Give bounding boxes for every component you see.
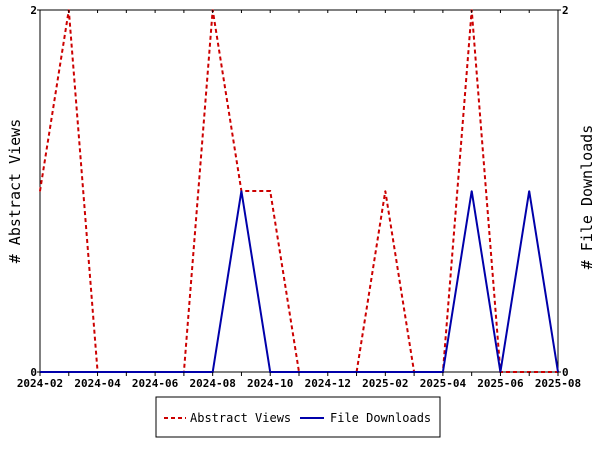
- x-tick-label: 2025-02: [362, 377, 408, 390]
- data-point-abstract-views: [269, 190, 272, 192]
- y-axis-title-right: # File Downloads: [578, 125, 596, 270]
- data-point-file-downloads: [528, 190, 530, 192]
- data-point-abstract-views: [384, 190, 387, 192]
- y-tick-label-left: 0: [30, 366, 37, 379]
- x-tick-label: 2024-08: [189, 377, 235, 390]
- x-tick-label: 2024-10: [247, 377, 293, 390]
- x-tick-label: 2025-04: [420, 377, 467, 390]
- y-tick-label-left: 2: [30, 4, 37, 17]
- x-tick-label: 2024-12: [305, 377, 351, 390]
- y-axis-ticks: 0 2 0 2: [30, 4, 568, 379]
- plot-area: [39, 9, 559, 373]
- legend-box: [155, 396, 441, 438]
- y-tick-label-right: 2: [562, 4, 569, 17]
- y-tick-label-right: 0: [562, 366, 569, 379]
- x-tick-label: 2024-02: [17, 377, 63, 390]
- y-axis-title-left: # Abstract Views: [6, 119, 24, 264]
- x-tick-label: 2024-04: [74, 377, 121, 390]
- data-point-file-downloads: [240, 190, 243, 192]
- data-point-abstract-views: [39, 190, 41, 192]
- x-axis-ticks: 2024-02 2024-04 2024-06 2024-08 2024-10 2024-…: [17, 10, 581, 390]
- data-point-file-downloads: [470, 190, 473, 192]
- x-tick-label: 2025-06: [477, 377, 524, 390]
- legend-label-abstract-views: Abstract Views: [190, 411, 291, 425]
- x-tick-label: 2025-08: [535, 377, 581, 390]
- x-tick-label: 2024-06: [132, 377, 179, 390]
- legend: Abstract Views File Downloads: [155, 396, 441, 438]
- legend-label-file-downloads: File Downloads: [330, 411, 431, 425]
